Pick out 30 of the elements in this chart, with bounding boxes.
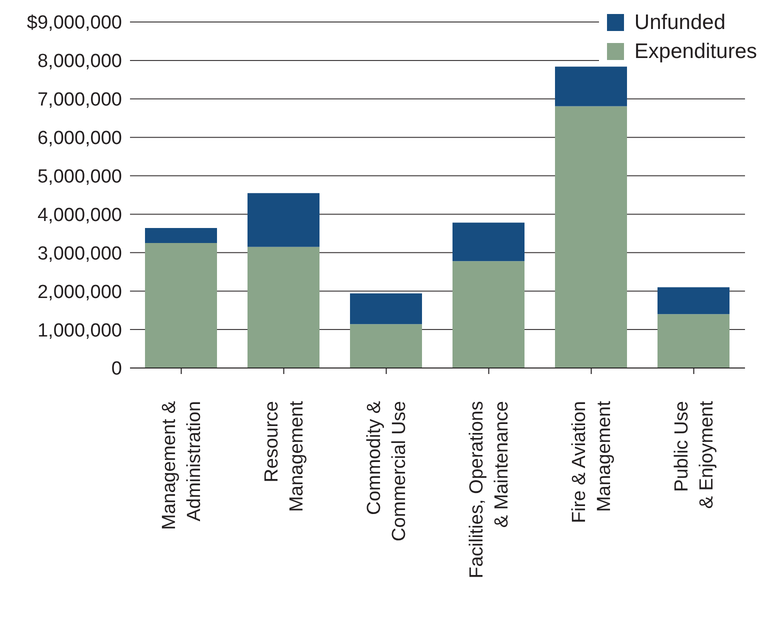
y-tick-label: 1,000,000	[37, 320, 122, 342]
y-tick-label: 4,000,000	[37, 204, 122, 226]
bar	[248, 193, 320, 247]
bar	[555, 106, 627, 368]
x-tick-label: Fire & Aviation Management	[568, 400, 615, 524]
x-tick-label: Public Use & Enjoyment	[671, 400, 718, 509]
y-tick-label: 3,000,000	[37, 243, 122, 264]
bar	[452, 261, 524, 368]
y-tick-label: 7,000,000	[37, 90, 122, 111]
bar	[658, 287, 730, 314]
legend-label: Expenditures	[634, 40, 757, 64]
bar	[145, 243, 217, 368]
bar	[350, 324, 422, 368]
bar	[248, 246, 320, 368]
x-tick-label: Resource Management	[261, 400, 308, 512]
x-tick-label: Commodity & Commercial Use	[364, 400, 410, 542]
x-tick-label: Facilities, Operations & Maintenance	[466, 401, 512, 578]
legend-label: Unfunded	[634, 10, 726, 34]
y-tick-label: 6,000,000	[37, 128, 122, 150]
x-tick-label: Management & Administration	[158, 400, 205, 530]
bar	[555, 66, 627, 106]
bar	[145, 228, 217, 244]
y-tick-label: $9,000,000	[26, 12, 122, 34]
y-tick-label: 5,000,000	[37, 166, 122, 188]
y-tick-label: 8,000,000	[37, 51, 122, 72]
bar	[452, 222, 524, 262]
bar	[658, 314, 730, 368]
bar	[350, 293, 422, 324]
y-tick-label: 0	[111, 358, 122, 380]
y-tick-label: 2,000,000	[37, 282, 122, 303]
